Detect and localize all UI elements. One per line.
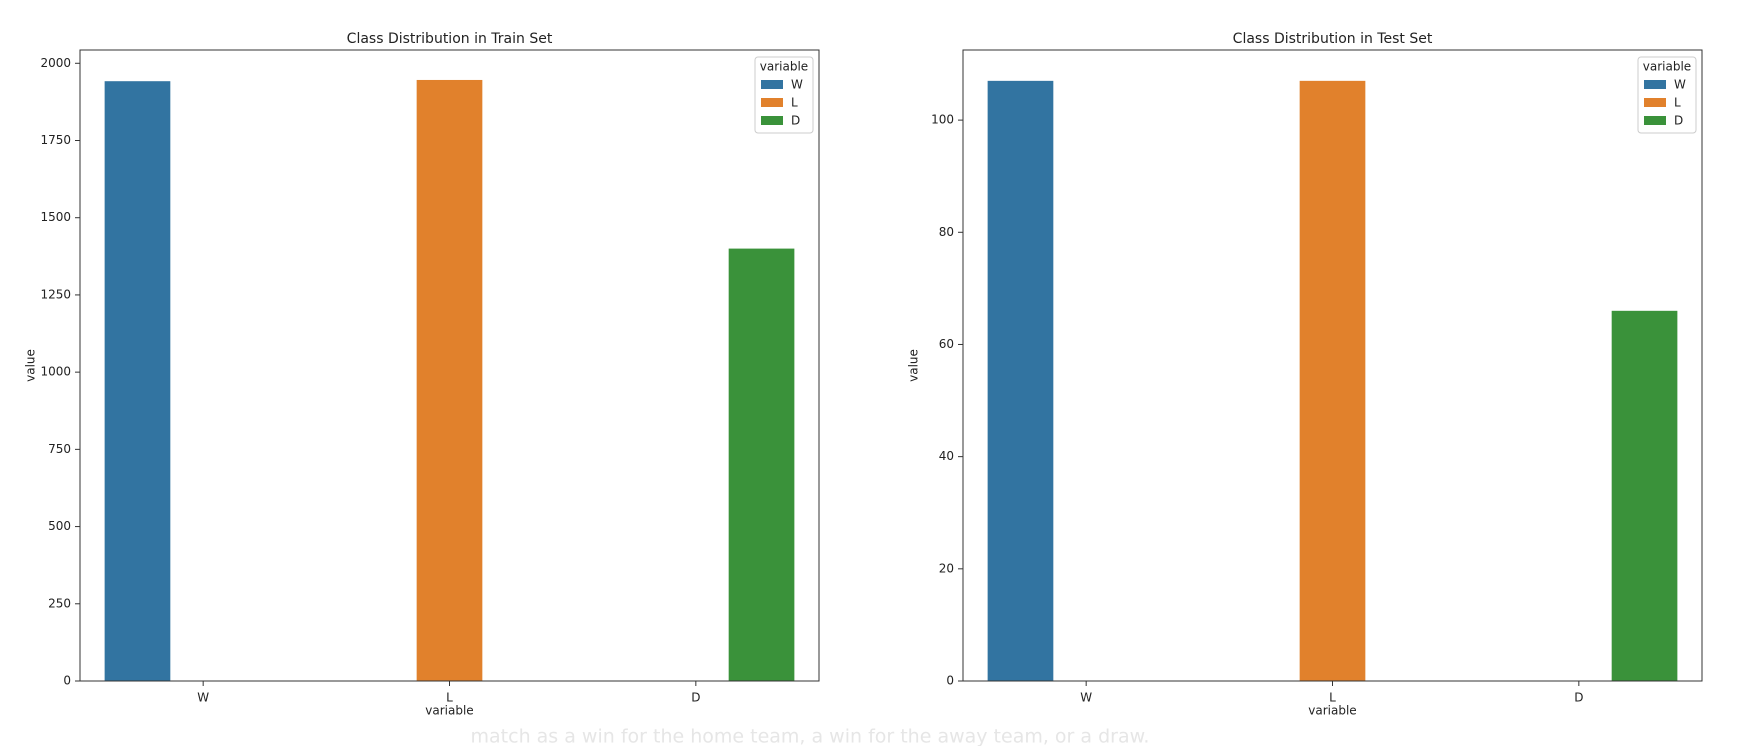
y-axis-label: value xyxy=(907,349,921,382)
y-tick-label: 2000 xyxy=(40,56,71,70)
legend-swatch xyxy=(1644,80,1666,89)
y-tick-label: 1750 xyxy=(40,133,71,147)
y-tick-label: 1250 xyxy=(40,287,71,301)
y-tick-label: 250 xyxy=(48,596,71,610)
caption: match as a win for the home team, a win … xyxy=(471,726,1150,746)
y-tick-label: 1000 xyxy=(40,365,71,379)
y-axis-label: value xyxy=(24,349,38,382)
y-tick-label: 0 xyxy=(946,674,954,688)
y-tick-label: 40 xyxy=(939,449,954,463)
axes-frame xyxy=(79,49,820,682)
legend-label: W xyxy=(1674,78,1686,92)
y-tick-label: 750 xyxy=(48,442,71,456)
y-tick-label: 1500 xyxy=(40,210,71,224)
x-tick-label: L xyxy=(1329,691,1336,705)
y-tick-label: 60 xyxy=(939,337,954,351)
legend-label: L xyxy=(791,96,798,110)
x-axis-label: variable xyxy=(1308,704,1356,718)
legend-swatch xyxy=(1644,116,1666,125)
x-tick-label: D xyxy=(691,691,700,705)
y-tick-label: 100 xyxy=(931,113,954,127)
y-tick-label: 0 xyxy=(63,674,71,688)
legend-label: W xyxy=(791,78,803,92)
legend-title: variable xyxy=(760,60,808,74)
legend-box xyxy=(1637,56,1697,134)
legend-label: L xyxy=(1674,96,1681,110)
x-tick-label: L xyxy=(446,691,453,705)
legend-box xyxy=(754,56,814,134)
legend-label: D xyxy=(1674,114,1683,128)
bar xyxy=(416,79,483,682)
bar xyxy=(1611,310,1678,681)
y-tick-label: 500 xyxy=(48,519,71,533)
x-axis-label: variable xyxy=(425,704,473,718)
chart-title: Class Distribution in Test Set xyxy=(1233,31,1433,47)
y-tick-label: 80 xyxy=(939,225,954,239)
y-tick-label: 20 xyxy=(939,561,954,575)
bar xyxy=(1299,80,1366,682)
chart-title: Class Distribution in Train Set xyxy=(347,31,553,47)
legend-swatch xyxy=(1644,98,1666,107)
bar xyxy=(987,80,1054,682)
x-tick-label: D xyxy=(1574,691,1583,705)
legend-label: D xyxy=(791,114,800,128)
bar xyxy=(104,81,171,681)
x-tick-label: W xyxy=(1080,691,1092,705)
legend-swatch xyxy=(761,98,783,107)
x-tick-label: W xyxy=(197,691,209,705)
legend-swatch xyxy=(761,116,783,125)
axes-frame xyxy=(962,49,1703,682)
legend-title: variable xyxy=(1643,60,1691,74)
legend-swatch xyxy=(761,80,783,89)
bar xyxy=(728,248,795,681)
